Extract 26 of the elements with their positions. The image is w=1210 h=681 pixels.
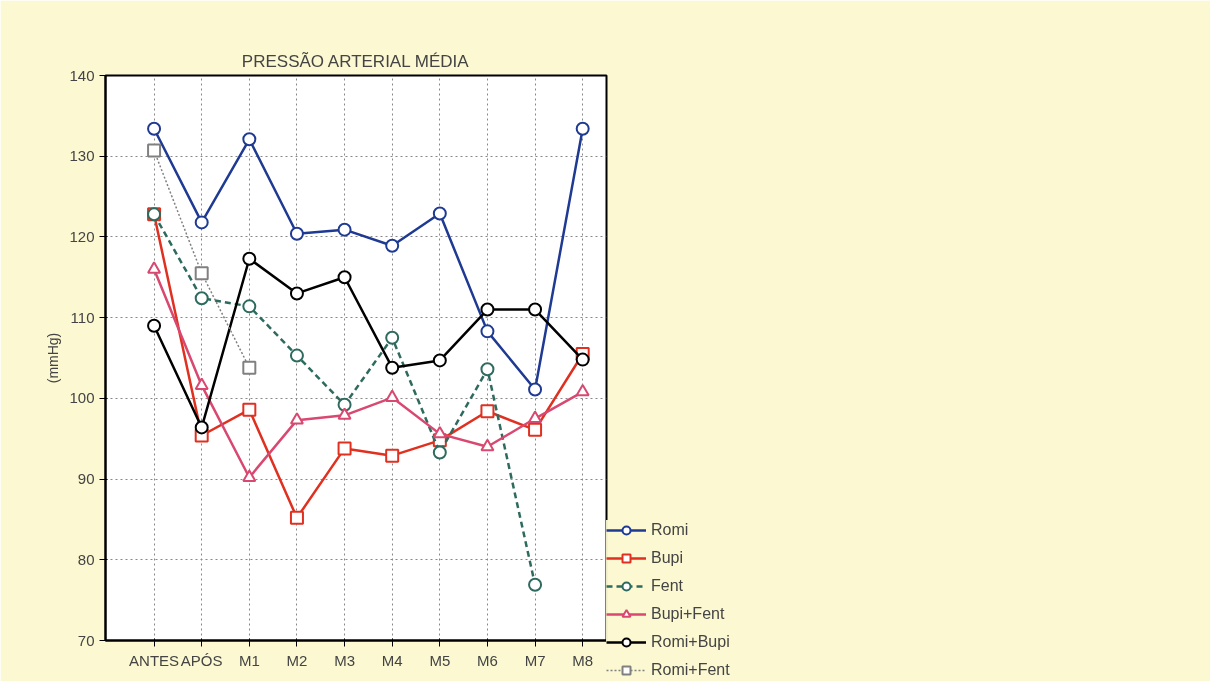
legend-label: Romi (651, 521, 689, 539)
legend-label: Bupi (651, 549, 684, 567)
x-tick-label: M6 (477, 651, 498, 669)
x-tick-label: ANTES (129, 651, 180, 669)
x-tick-label: M3 (334, 651, 355, 669)
x-tick-label: M7 (524, 651, 546, 669)
y-axis-title: (mmHg) (45, 332, 62, 384)
x-tick-label: M4 (381, 651, 403, 669)
x-tick-label: M8 (572, 651, 594, 669)
y-tick-label: 80 (77, 550, 95, 568)
x-tick-label: M1 (238, 651, 260, 669)
chart-title: PRESSÃO ARTERIAL MÉDIA (241, 51, 470, 71)
y-tick-label: 90 (77, 470, 95, 488)
y-tick-label: 120 (69, 227, 95, 245)
y-tick-label: 70 (77, 631, 95, 649)
y-tick-label: 100 (69, 389, 95, 407)
legend-label: Romi+Bupi (651, 633, 730, 651)
legend-label: Fent (651, 577, 684, 595)
x-tick-label: APÓS (180, 651, 223, 669)
x-tick-label: M5 (429, 651, 451, 669)
y-tick-label: 110 (70, 308, 95, 326)
x-tick-label: M2 (286, 651, 308, 669)
y-tick-label: 140 (69, 66, 95, 84)
legend-label: Romi+Fent (651, 661, 730, 679)
legend-label: Bupi+Fent (651, 605, 725, 623)
y-tick-label: 130 (69, 147, 95, 165)
